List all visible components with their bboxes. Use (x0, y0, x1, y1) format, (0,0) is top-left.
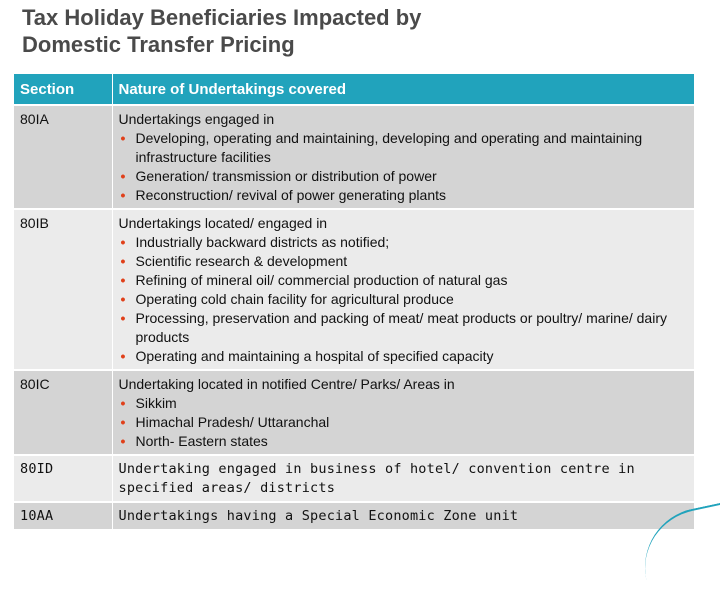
row-intro: Undertaking located in notified Centre/ … (118, 376, 455, 392)
section-cell: 80IC (14, 370, 113, 456)
list-item: • Reconstruction/ revival of power genera… (119, 186, 688, 205)
list-item-text: Industrially backward districts as notif… (135, 234, 390, 250)
bullet-icon: • (120, 291, 126, 307)
slide-title: Tax Holiday Beneficiaries Impacted by Do… (22, 4, 421, 58)
table-row: 80IC Undertaking located in notified Cen… (14, 370, 695, 456)
title-line-2: Domestic Transfer Pricing (22, 32, 295, 57)
list-item: • Generation/ transmission or distributio… (119, 167, 688, 186)
list-item-text: North- Eastern states (135, 433, 268, 449)
row-intro: Undertakings located/ engaged in (118, 215, 328, 231)
list-item-text: Developing, operating and maintaining, d… (135, 130, 643, 165)
section-cell: 80IA (14, 105, 113, 210)
list-item-text: Sikkim (135, 395, 177, 411)
list-item-text: Reconstruction/ revival of power generat… (135, 187, 447, 203)
bullet-list: • Industrially backward districts as noti… (119, 233, 688, 366)
list-item: • Scientific research & development (119, 252, 688, 271)
list-item: • Developing, operating and maintaining, … (119, 129, 688, 167)
list-item: • Operating and maintaining a hospital of… (119, 347, 688, 366)
nature-cell: Undertakings having a Special Economic Z… (112, 502, 695, 531)
header-nature: Nature of Undertakings covered (112, 74, 695, 106)
bullet-icon: • (120, 253, 126, 269)
list-item: • Industrially backward districts as noti… (119, 233, 688, 252)
list-item-text: Himachal Pradesh/ Uttaranchal (135, 414, 330, 430)
row-intro: Undertaking engaged in business of hotel… (118, 461, 635, 496)
list-item-text: Generation/ transmission or distribution… (135, 168, 437, 184)
list-item: • Himachal Pradesh/ Uttaranchal (119, 413, 688, 432)
section-cell: 80IB (14, 209, 113, 371)
bullet-icon: • (120, 234, 126, 250)
list-item: • Sikkim (119, 394, 688, 413)
bullet-icon: • (120, 187, 126, 203)
list-item: • North- Eastern states (119, 432, 688, 451)
header-section: Section (14, 74, 113, 106)
list-item: • Operating cold chain facility for agric… (119, 290, 688, 309)
bullet-icon: • (120, 433, 126, 449)
bullet-icon: • (120, 272, 126, 288)
bullet-icon: • (120, 310, 126, 326)
bullet-list: • Sikkim • Himachal Pradesh/ Uttaranchal •… (119, 394, 688, 451)
nature-cell: Undertaking engaged in business of hotel… (112, 455, 695, 503)
list-item-text: Scientific research & development (135, 253, 348, 269)
list-item-text: Processing, preservation and packing of … (135, 310, 667, 345)
bullet-icon: • (120, 414, 126, 430)
list-item: • Processing, preservation and packing of… (119, 309, 688, 347)
bullet-icon: • (120, 168, 126, 184)
row-intro: Undertakings engaged in (118, 111, 275, 127)
title-line-1: Tax Holiday Beneficiaries Impacted by (22, 5, 422, 30)
list-item-text: Operating and maintaining a hospital of … (135, 348, 494, 364)
undertakings-table-container: Section Nature of Undertakings covered 8… (14, 74, 695, 531)
nature-cell: Undertakings engaged in • Developing, ope… (112, 105, 695, 210)
bullet-icon: • (120, 348, 126, 364)
undertakings-table: Section Nature of Undertakings covered 8… (14, 74, 695, 531)
list-item-text: Operating cold chain facility for agricu… (135, 291, 454, 307)
section-cell: 10AA (14, 502, 113, 531)
bullet-icon: • (120, 130, 126, 146)
nature-cell: Undertakings located/ engaged in • Indust… (112, 209, 695, 371)
table-row: 10AA Undertakings having a Special Econo… (14, 502, 695, 531)
table-row: 80IA Undertakings engaged in • Developing… (14, 105, 695, 210)
bullet-icon: • (120, 395, 126, 411)
section-cell: 80ID (14, 455, 113, 503)
list-item-text: Refining of mineral oil/ commercial prod… (135, 272, 508, 288)
table-row: 80ID Undertaking engaged in business of … (14, 455, 695, 503)
list-item: • Refining of mineral oil/ commercial pro… (119, 271, 688, 290)
nature-cell: Undertaking located in notified Centre/ … (112, 370, 695, 456)
table-row: 80IB Undertakings located/ engaged in • I… (14, 209, 695, 371)
bullet-list: • Developing, operating and maintaining, … (119, 129, 688, 205)
row-intro: Undertakings having a Special Economic Z… (118, 508, 519, 524)
table-header-row: Section Nature of Undertakings covered (14, 74, 695, 106)
